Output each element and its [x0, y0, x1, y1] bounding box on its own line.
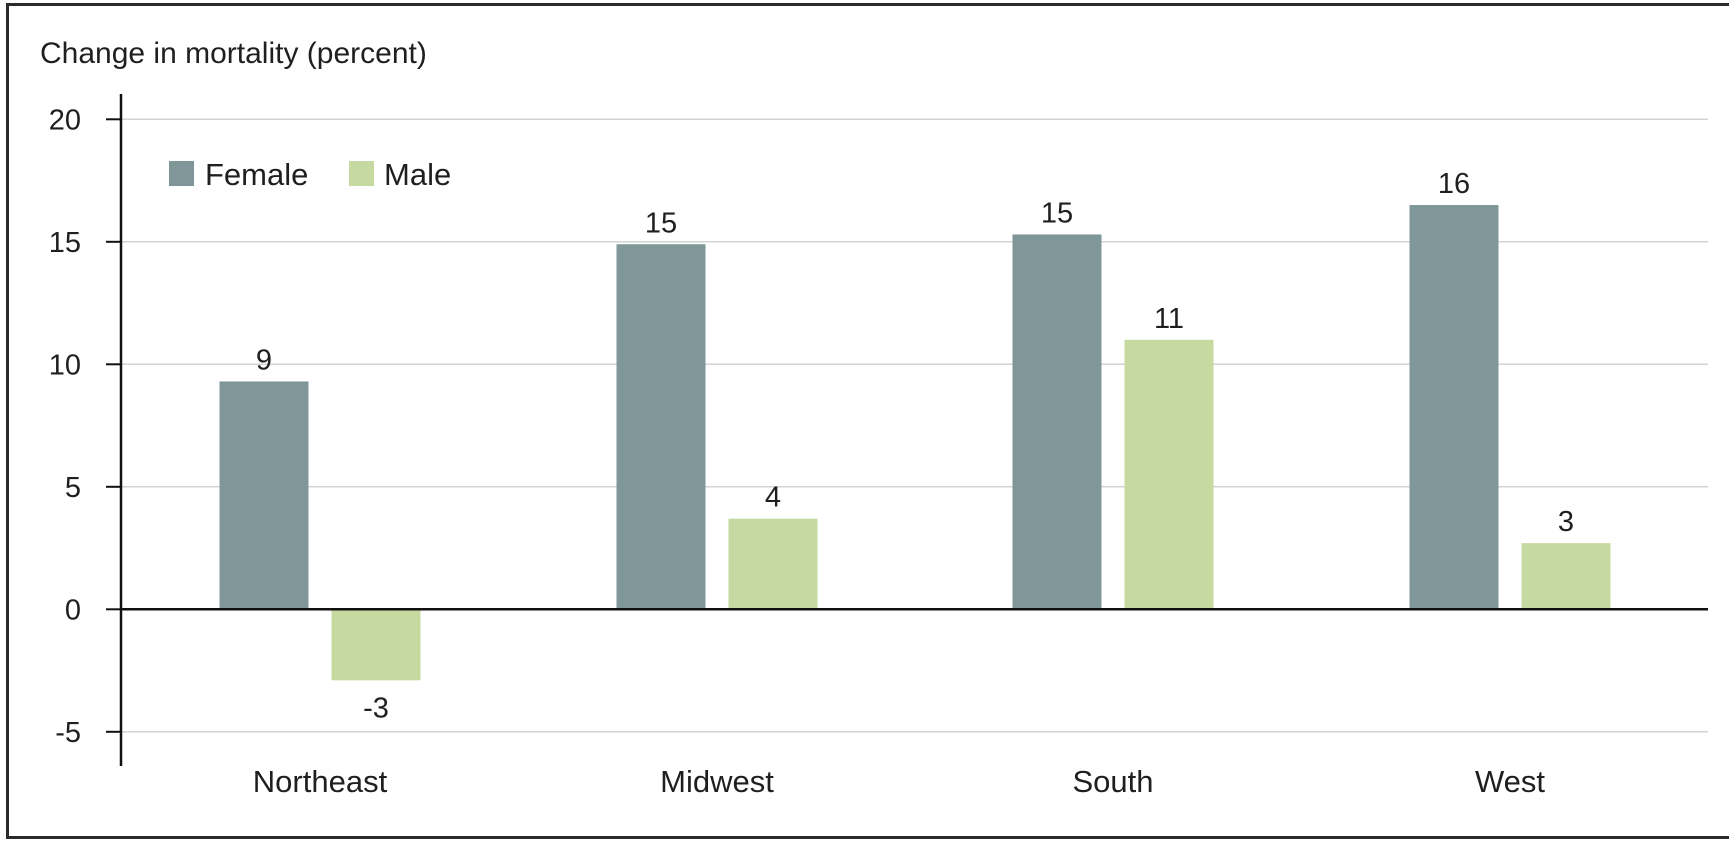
bar-female-west [1409, 205, 1499, 610]
bar-male-west [1521, 543, 1611, 610]
data-label: 9 [256, 344, 272, 376]
data-label: 4 [765, 482, 781, 514]
bar-female-midwest [616, 244, 706, 610]
bars [219, 205, 1611, 681]
bar-male-northeast [331, 609, 421, 681]
category-labels: Northeast Midwest South West [253, 764, 1546, 799]
category-label: West [1475, 764, 1545, 799]
y-tick-label: 15 [49, 227, 81, 259]
category-label: South [1072, 764, 1153, 799]
y-tick-label: 0 [65, 594, 81, 626]
y-tick-label: 20 [49, 104, 81, 136]
legend-label-male: Male [384, 157, 451, 192]
y-tick-label: -5 [55, 717, 81, 749]
category-label: Midwest [660, 764, 774, 799]
data-label: 16 [1438, 168, 1470, 200]
data-labels: 9 15 15 16 -3 4 11 3 [256, 168, 1574, 724]
y-tick-label: 10 [49, 349, 81, 381]
data-label: 3 [1558, 506, 1574, 538]
data-label: 15 [645, 207, 677, 239]
y-axis-label: Change in mortality (percent) [40, 37, 427, 70]
bar-female-south [1012, 234, 1102, 610]
bar-male-south [1124, 339, 1214, 610]
legend-swatch-male [349, 161, 374, 186]
category-label: Northeast [253, 764, 388, 799]
y-tick-label: 5 [65, 472, 81, 504]
bar-male-midwest [728, 518, 818, 610]
legend-label-female: Female [205, 157, 308, 192]
bar-female-northeast [219, 381, 309, 610]
data-label: -3 [363, 692, 389, 724]
axes [119, 94, 1708, 766]
data-label: 11 [1154, 303, 1184, 335]
legend-swatch-female [169, 161, 194, 186]
y-axis-ticks: 20 15 10 5 0 -5 [49, 104, 121, 749]
legend: Female Male [169, 157, 451, 192]
data-label: 15 [1041, 197, 1073, 229]
